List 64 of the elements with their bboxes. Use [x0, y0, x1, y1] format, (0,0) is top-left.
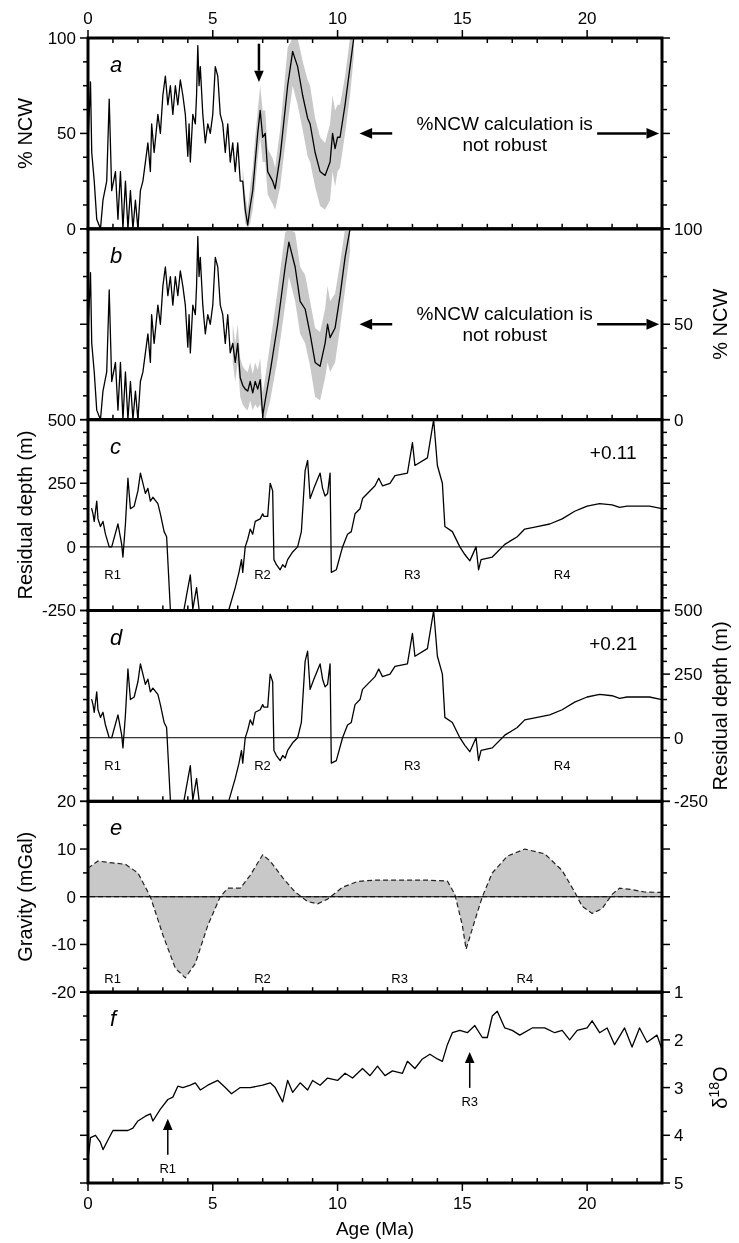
- y-axis-title: Gravity (mGal): [14, 831, 36, 962]
- annotation: R3: [391, 971, 408, 987]
- x-tick-label: 10: [328, 1194, 348, 1213]
- text: d: [110, 624, 123, 650]
- y-tick-label: 10: [57, 839, 76, 859]
- y2-tick-label: 2: [674, 1030, 684, 1050]
- y-tick-label: -10: [51, 935, 76, 955]
- x-axis-title: Age (Ma): [335, 1218, 415, 1239]
- x2-tick-label: 20: [577, 9, 597, 28]
- x-tick-label: 0: [83, 1194, 93, 1213]
- text: c: [110, 433, 121, 459]
- y2-tick-label: 500: [674, 601, 703, 621]
- y2-axis-title: Residual depth (m): [709, 621, 731, 791]
- annotation: R2: [254, 757, 271, 773]
- y-axis-title: Residual depth (m): [14, 430, 36, 600]
- y-tick-label: 0: [66, 887, 76, 907]
- x2-tick-label: 0: [83, 9, 93, 28]
- x-tick-label: 5: [208, 1194, 218, 1213]
- y-tick-label: 500: [47, 410, 76, 430]
- annotation: R3: [404, 757, 421, 773]
- y2-tick-label: 0: [674, 728, 684, 748]
- y-tick-label: 0: [66, 219, 76, 239]
- y2-tick-label: 250: [674, 665, 703, 685]
- annotation: R1: [159, 1161, 177, 1177]
- annotation: R4: [553, 757, 571, 773]
- y2-tick-label: 100: [674, 219, 703, 239]
- annotation: +0.11: [589, 441, 637, 463]
- annotation: %NCW calculation is not robust: [416, 112, 593, 155]
- annotation: R2: [254, 971, 271, 987]
- y-tick-label: -20: [51, 983, 76, 1003]
- x2-tick-label: 15: [452, 9, 472, 28]
- y2-tick-label: 50: [674, 315, 693, 335]
- text: b: [110, 242, 123, 268]
- y2-tick-label: 5: [674, 1173, 684, 1193]
- y-tick-label: -250: [41, 601, 76, 621]
- annotation: +0.21: [589, 632, 638, 654]
- y2-tick-label: 0: [674, 410, 684, 430]
- annotation: R3: [404, 566, 421, 582]
- y-tick-label: 100: [47, 28, 76, 48]
- y2-tick-label: -250: [674, 792, 709, 812]
- annotation: R4: [553, 566, 571, 582]
- y-axis-title: % NCW: [14, 97, 36, 169]
- y2-tick-label: 1: [674, 983, 684, 1003]
- x-tick-label: 20: [577, 1194, 597, 1213]
- y-tick-label: 50: [57, 124, 76, 144]
- annotation: R1: [104, 971, 121, 987]
- annotation: R4: [516, 971, 534, 987]
- annotation: R1: [104, 757, 121, 773]
- x2-tick-label: 5: [208, 9, 218, 28]
- y-tick-label: 20: [57, 792, 76, 812]
- text: f: [110, 1006, 119, 1032]
- y-tick-label: 0: [66, 537, 76, 557]
- text: a: [110, 52, 123, 77]
- x-tick-label: 15: [452, 1194, 472, 1213]
- annotation: R2: [254, 566, 271, 582]
- y-tick-label: 250: [47, 474, 76, 494]
- x2-tick-label: 10: [328, 9, 348, 28]
- y2-tick-label: 3: [674, 1078, 684, 1098]
- annotation: R3: [461, 1094, 479, 1110]
- y2-tick-label: 4: [674, 1126, 684, 1146]
- annotation: %NCW calculation is not robust: [416, 303, 593, 346]
- y2-axis-title: % NCW: [709, 288, 731, 360]
- annotation: R1: [104, 566, 121, 582]
- text: e: [110, 815, 123, 841]
